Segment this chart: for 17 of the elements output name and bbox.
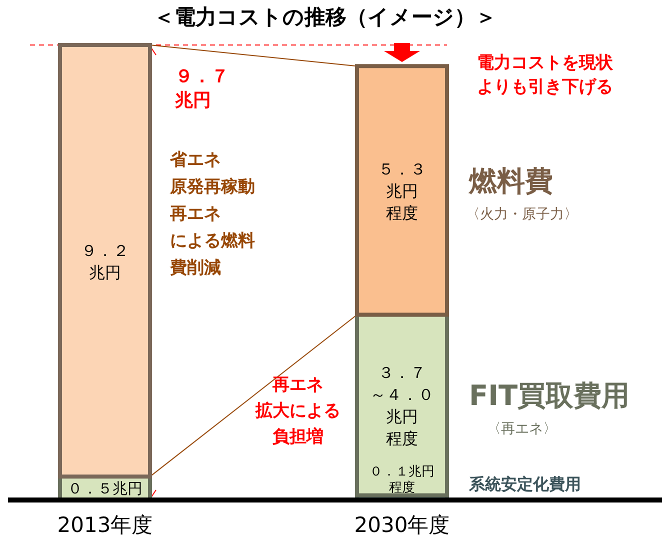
data-label: ５．３兆円程度 bbox=[378, 159, 426, 222]
annotation: 〈火力・原子力〉 bbox=[466, 206, 578, 222]
annotation: 省エネ原発再稼動再エネによる燃料費削減 bbox=[169, 150, 255, 278]
data-label: ０．５兆円 bbox=[68, 479, 142, 498]
series-label: FIT買取費用 bbox=[469, 379, 630, 412]
data-label: ０．１兆円程度 bbox=[370, 464, 434, 496]
data-label: ９．２兆円 bbox=[81, 240, 129, 282]
annotation: 電力コストを現状よりも引き下げる bbox=[477, 53, 614, 97]
annotation: ９．７兆円 bbox=[174, 66, 229, 111]
data-label: ３．７～４．０兆円程度 bbox=[370, 363, 434, 448]
annotation: 再エネ拡大による負担増 bbox=[254, 375, 340, 447]
series-label: 系統安定化費用 bbox=[468, 474, 581, 494]
annotation: 〈再エネ〉 bbox=[487, 421, 557, 438]
x-tick-label: 2013年度 bbox=[57, 513, 153, 537]
x-tick-label: 2030年度 bbox=[354, 513, 450, 537]
chart-title: ＜電力コストの推移（イメージ）＞ bbox=[154, 5, 496, 29]
series-label: 燃料費 bbox=[468, 164, 553, 198]
